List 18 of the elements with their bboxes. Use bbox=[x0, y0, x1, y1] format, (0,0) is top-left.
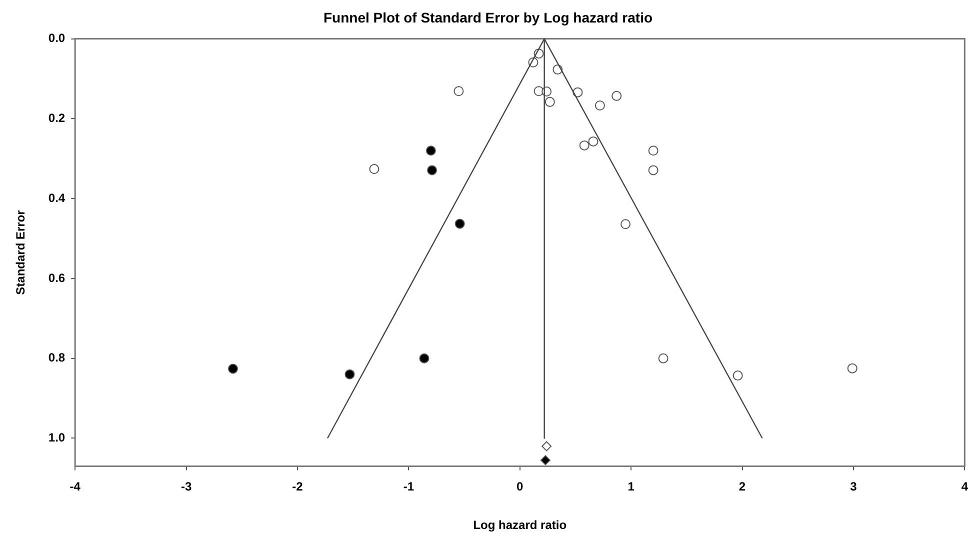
chart-title: Funnel Plot of Standard Error by Log hazard ratio bbox=[323, 9, 653, 26]
y-tick-label: 0.6 bbox=[48, 270, 66, 285]
x-tick-label: 0 bbox=[516, 480, 524, 494]
x-tick-label: 2 bbox=[738, 480, 746, 494]
y-tick-label: 0.8 bbox=[48, 350, 66, 365]
x-tick-label: -2 bbox=[292, 480, 304, 494]
x-axis-title: Log hazard ratio bbox=[473, 518, 567, 532]
x-tick-label: 1 bbox=[628, 480, 635, 494]
x-tick-label: 4 bbox=[961, 480, 968, 494]
y-tick-label: 1.0 bbox=[48, 430, 66, 445]
x-tick-label: -4 bbox=[70, 480, 81, 494]
y-axis-title: Standard Error bbox=[14, 210, 28, 295]
y-tick-label: 0.4 bbox=[48, 190, 66, 205]
x-tick-label: 3 bbox=[850, 480, 858, 494]
x-tick-label: -3 bbox=[180, 480, 192, 494]
x-tick-label: -1 bbox=[403, 480, 414, 494]
y-tick-label: 0.2 bbox=[48, 111, 66, 125]
y-tick-label: 0.0 bbox=[48, 31, 66, 46]
